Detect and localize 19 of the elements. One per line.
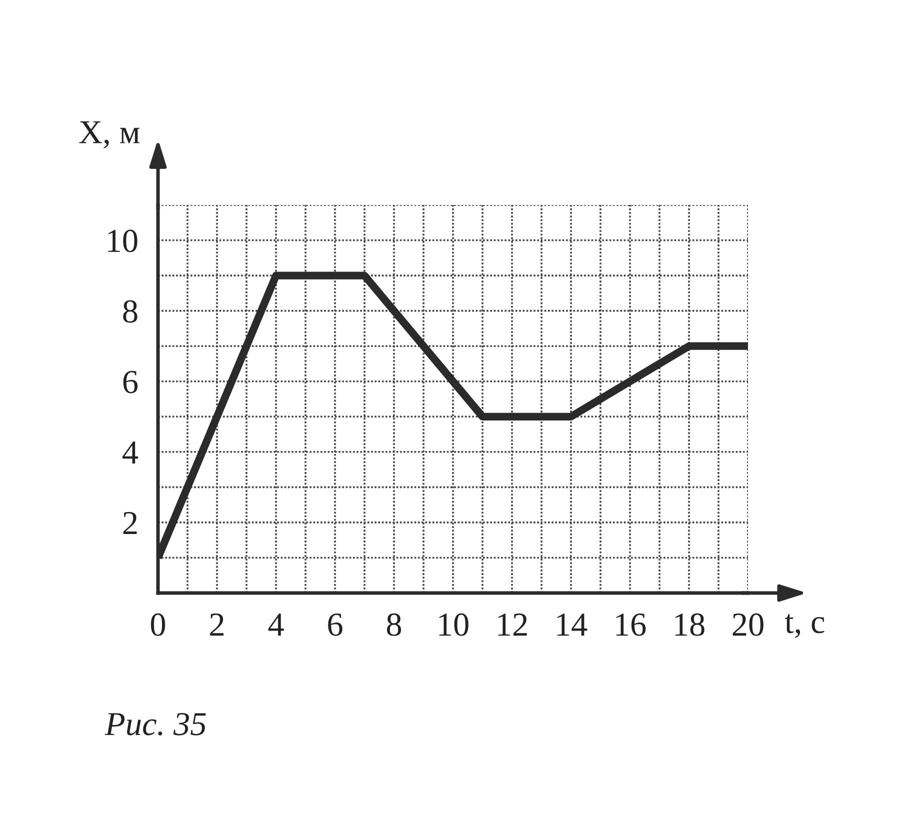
y-tick-label: 4	[122, 442, 138, 464]
x-tick-label: 4	[268, 614, 284, 636]
x-axis-title: t, с	[784, 614, 824, 638]
y-tick-label: 2	[123, 512, 137, 534]
x-tick-label: 12	[498, 614, 527, 636]
y-axis-title: X, м	[79, 121, 140, 148]
x-tick-label: 14	[557, 614, 588, 636]
x-tick-label: 8	[386, 613, 402, 636]
y-tick-label: 10	[108, 230, 138, 252]
x-tick-label: 18	[675, 613, 704, 636]
y-tick-label: 6	[123, 370, 138, 394]
x-tick-label: 6	[328, 614, 342, 636]
x-tick-label: 0	[150, 613, 166, 636]
text: Рис. 35	[104, 712, 206, 736]
x-tick-label: 2	[210, 614, 224, 636]
x-tick-label: 20	[732, 613, 764, 636]
x-tick-label: 10	[439, 613, 468, 636]
y-tick-label: 8	[123, 300, 138, 323]
x-tick-label: 16	[616, 614, 646, 636]
